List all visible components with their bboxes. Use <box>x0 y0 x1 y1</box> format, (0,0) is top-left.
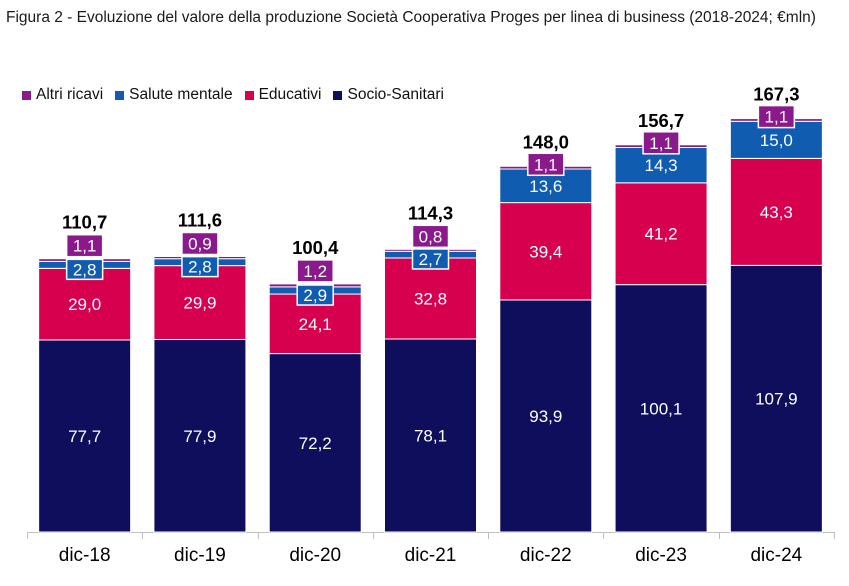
data-label: 72,2 <box>299 434 332 453</box>
data-label-box <box>757 104 796 129</box>
data-label: 2,8 <box>73 260 97 279</box>
data-label: 1,1 <box>649 134 673 153</box>
legend-item: Salute mentale <box>115 86 233 104</box>
data-label: 15,0 <box>760 131 793 150</box>
chart-title: Figura 2 - Evoluzione del valore della p… <box>6 9 816 26</box>
bar-segment-socio-sanitari <box>268 353 362 533</box>
legend-swatch <box>333 90 343 100</box>
x-tick-label: dic-23 <box>635 545 687 566</box>
legend-label: Salute mentale <box>129 86 233 103</box>
legend-label: Socio-Sanitari <box>347 86 444 103</box>
x-tick-label: dic-22 <box>520 545 572 566</box>
x-tick-label: dic-24 <box>750 545 802 566</box>
data-label: 77,9 <box>183 427 216 446</box>
bar-segment-socio-sanitari <box>729 264 823 533</box>
data-label: 1,2 <box>303 262 327 281</box>
data-label-box <box>296 259 334 283</box>
bar-segment-educativi <box>729 157 823 266</box>
data-label: 77,7 <box>68 427 101 446</box>
total-label: 100,4 <box>292 237 339 258</box>
legend-swatch <box>244 90 254 100</box>
data-label: 0,8 <box>419 227 443 246</box>
data-label-box <box>65 233 104 258</box>
bar-segment-educativi <box>384 257 477 340</box>
data-label: 29,0 <box>68 295 101 314</box>
legend-swatch <box>22 90 31 100</box>
total-label: 110,7 <box>62 212 107 233</box>
data-label: 32,8 <box>414 289 447 308</box>
x-tick-label: dic-21 <box>405 545 457 566</box>
data-label: 100,1 <box>640 399 683 418</box>
data-label: 2,9 <box>303 286 327 305</box>
legend-swatch <box>115 90 125 100</box>
data-label: 0,9 <box>188 234 212 253</box>
data-label-box <box>642 131 680 155</box>
bar-segment-socio-sanitari <box>614 284 708 533</box>
bar-segment-educativi <box>38 267 132 341</box>
data-label: 43,3 <box>760 203 793 222</box>
data-label-box <box>411 248 450 270</box>
data-label: 1,1 <box>765 108 789 127</box>
total-label: 156,7 <box>638 110 684 131</box>
bar-segment-socio-sanitari <box>499 299 593 533</box>
legend-item: Socio-Sanitari <box>333 86 444 104</box>
data-label: 2,7 <box>419 250 443 269</box>
data-label-box <box>181 231 219 256</box>
legend-item: Educativi <box>244 86 322 104</box>
data-label: 107,9 <box>755 390 798 409</box>
bar-segment-educativi <box>614 182 708 286</box>
x-tick-label: dic-20 <box>289 545 341 566</box>
total-label: 114,3 <box>408 202 453 223</box>
x-tick-label: dic-19 <box>174 545 226 566</box>
data-label: 14,3 <box>645 156 678 175</box>
bar-segment-educativi <box>499 202 593 301</box>
data-label: 1,1 <box>73 237 97 256</box>
total-label: 111,6 <box>178 209 222 230</box>
data-label: 39,4 <box>529 242 562 261</box>
data-label: 13,6 <box>529 177 562 196</box>
data-label: 41,2 <box>645 225 678 244</box>
legend-item: Altri ricavi <box>22 86 103 104</box>
data-label: 1,1 <box>534 155 558 174</box>
data-label: 29,9 <box>183 294 216 313</box>
legend-label: Altri ricavi <box>36 86 104 103</box>
data-label-box <box>296 284 334 306</box>
data-label-box <box>181 255 219 278</box>
legend-label: Educativi <box>258 86 322 103</box>
data-label: 93,9 <box>529 407 562 426</box>
data-label: 78,1 <box>414 427 447 446</box>
bar-segment-socio-sanitari <box>153 339 247 533</box>
bar-segment-socio-sanitari <box>384 338 477 533</box>
total-label: 167,3 <box>753 84 799 105</box>
data-label: 24,1 <box>299 315 332 334</box>
data-label: 2,8 <box>188 258 212 277</box>
data-label-box <box>411 224 450 249</box>
x-tick-label: dic-18 <box>59 545 111 566</box>
total-label: 148,0 <box>523 131 569 152</box>
data-label-box <box>65 258 104 281</box>
bar-segment-socio-sanitari <box>38 339 132 533</box>
data-label-box <box>527 152 565 177</box>
chart-legend: Altri ricavi Salute mentale Educativi Socio… <box>22 86 456 104</box>
